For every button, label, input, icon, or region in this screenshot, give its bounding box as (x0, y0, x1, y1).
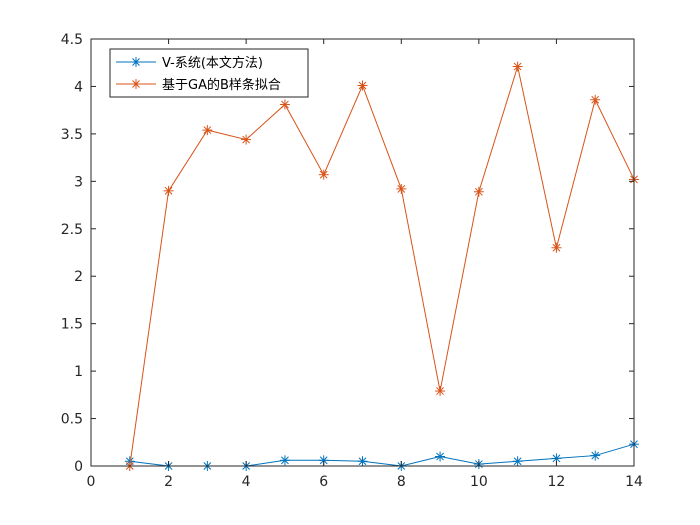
y-tick-label: 2 (74, 269, 83, 285)
data-point-marker (163, 185, 174, 196)
legend-label: V-系统(本文方法) (162, 55, 263, 71)
data-point-marker (279, 455, 290, 466)
y-tick-label: 4.5 (61, 32, 83, 48)
data-point-marker (590, 450, 601, 461)
y-tick-label: 3 (74, 174, 83, 190)
legend: V-系统(本文方法) 基于GA的B样条拟合 (109, 48, 309, 98)
data-point-marker (131, 57, 141, 67)
y-tick-label: 1 (74, 364, 83, 380)
x-tick-label: 8 (397, 474, 406, 490)
data-point-marker (357, 80, 368, 91)
plot-area (91, 39, 634, 466)
data-point-marker (551, 242, 562, 253)
series-line (129, 64, 635, 467)
x-tick-label: 10 (470, 474, 488, 490)
axis-layer: 0 2 4 6 8 10 12 14 0 0.5 1 1.5 2 2.5 3 3.5 4 4.5 (61, 32, 643, 490)
x-tick-label: 6 (319, 474, 328, 490)
data-point-marker (473, 186, 484, 197)
data-point-marker (131, 79, 141, 89)
data-point-marker (279, 99, 290, 110)
y-tick-label: 0 (74, 459, 83, 475)
y-tick-label: 4 (74, 79, 83, 95)
data-point-marker (435, 451, 446, 462)
data-point-marker (318, 169, 329, 180)
y-tick-label: 2.5 (61, 222, 83, 238)
legend-item: V-系统(本文方法) (116, 55, 263, 71)
data-point-marker (512, 456, 523, 467)
x-tick-label: 0 (87, 474, 96, 490)
legend-label: 基于GA的B样条拟合 (162, 77, 281, 93)
data-point-marker (435, 386, 446, 397)
y-tick-label: 3.5 (61, 127, 83, 143)
data-point-marker (202, 125, 213, 136)
data-point-marker (512, 61, 523, 72)
data-point-marker (590, 94, 601, 105)
x-tick-label: 2 (164, 474, 173, 490)
axes-box (90, 38, 635, 467)
data-point-marker (357, 456, 368, 467)
data-point-marker (241, 134, 252, 145)
x-tick-label: 12 (548, 474, 566, 490)
y-tick-label: 1.5 (61, 317, 83, 333)
legend-box (109, 48, 309, 98)
legend-item: 基于GA的B样条拟合 (116, 77, 281, 93)
y-tick-label: 0.5 (61, 412, 83, 428)
data-point-marker (396, 183, 407, 194)
series-2 (124, 61, 639, 471)
x-tick-label: 4 (242, 474, 251, 490)
x-tick-label: 14 (625, 474, 643, 490)
